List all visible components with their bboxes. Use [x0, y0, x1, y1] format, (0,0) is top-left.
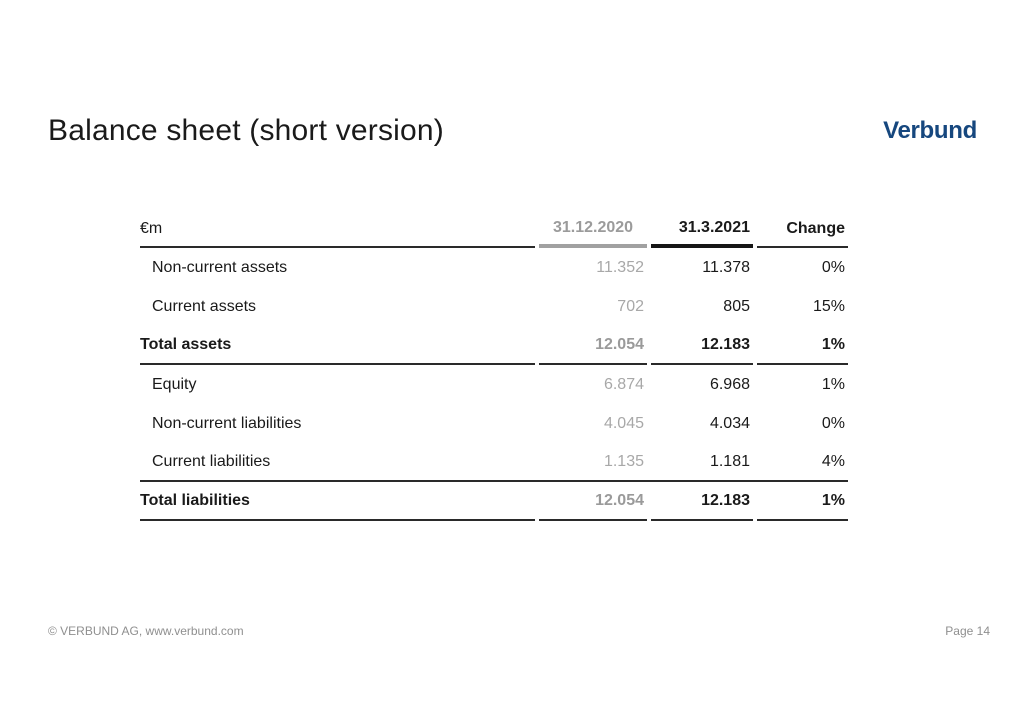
unit-label: €m [140, 212, 535, 248]
value-change: 0% [821, 414, 845, 432]
value-2021: 4.034 [709, 414, 750, 432]
table-row-non-current-liabilities: Non-current liabilities 4.045 4.034 0% [140, 404, 848, 443]
table-row-current-liabilities: Current liabilities 1.135 1.181 4% [140, 443, 848, 482]
row-label: Current assets [152, 297, 257, 315]
verbund-logo: Verbund [883, 117, 977, 144]
value-2021: 12.183 [651, 482, 753, 521]
value-2021: 11.378 [702, 258, 750, 276]
row-label: Total liabilities [140, 482, 535, 521]
value-change: 0% [821, 258, 845, 276]
value-2020: 12.054 [539, 482, 647, 521]
value-change: 1% [757, 482, 848, 521]
table-row-current-assets: Current assets 702 805 15% [140, 287, 848, 326]
row-label: Total assets [140, 326, 535, 365]
value-change: 4% [821, 452, 845, 470]
value-2021: 805 [723, 297, 750, 315]
table-row-total-assets: Total assets 12.054 12.183 1% [140, 326, 848, 365]
value-2020: 702 [617, 297, 644, 315]
value-change: 1% [757, 326, 848, 365]
column-header-change: Change [757, 212, 848, 248]
value-2020: 1.135 [603, 452, 644, 470]
value-change: 15% [812, 297, 845, 315]
row-label: Current liabilities [152, 452, 271, 470]
table-header-row: €m 31.12.2020 31.3.2021 Change [140, 212, 848, 248]
value-2020: 12.054 [539, 326, 647, 365]
value-2021: 1.181 [709, 452, 750, 470]
table-row-non-current-assets: Non-current assets 11.352 11.378 0% [140, 248, 848, 287]
row-label: Non-current assets [152, 258, 288, 276]
row-label: Non-current liabilities [152, 414, 302, 432]
table-row-total-liabilities: Total liabilities 12.054 12.183 1% [140, 482, 848, 521]
row-label: Equity [152, 375, 197, 393]
value-2021: 12.183 [651, 326, 753, 365]
footer-copyright: © VERBUND AG, www.verbund.com [48, 624, 244, 638]
value-2021: 6.968 [709, 375, 750, 393]
value-2020: 6.874 [603, 375, 644, 393]
column-header-2021: 31.3.2021 [651, 212, 753, 248]
slide-title: Balance sheet (short version) [48, 114, 444, 147]
column-header-2020: 31.12.2020 [539, 212, 647, 248]
value-2020: 11.352 [596, 258, 644, 276]
value-change: 1% [821, 375, 845, 393]
footer-page-number: Page 14 [945, 624, 990, 638]
balance-sheet-table: €m 31.12.2020 31.3.2021 Change Non-curre… [140, 212, 848, 521]
table-row-equity: Equity 6.874 6.968 1% [140, 365, 848, 404]
value-2020: 4.045 [603, 414, 644, 432]
